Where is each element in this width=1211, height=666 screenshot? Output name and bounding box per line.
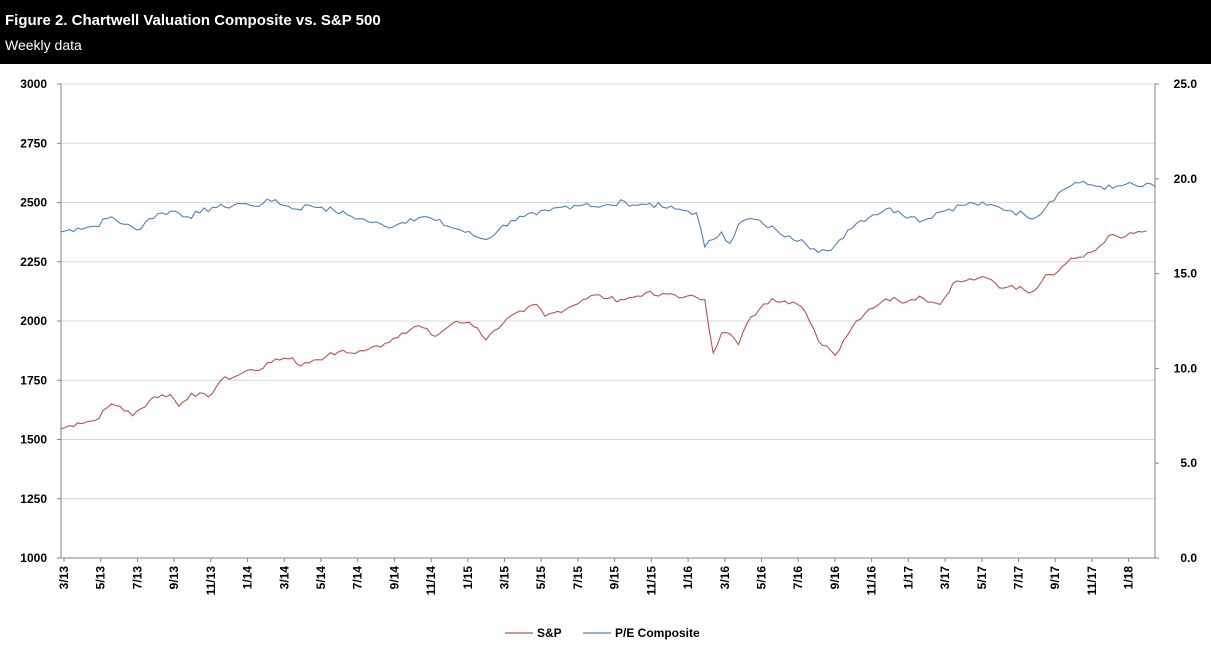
x-tick-label: 9/16: [828, 566, 842, 590]
legend-label-pe-composite: P/E Composite: [615, 626, 700, 640]
x-tick-label: 11/13: [204, 566, 218, 596]
x-tick-label: 11/15: [644, 566, 658, 596]
x-tick-label: 7/16: [791, 566, 805, 590]
x-tick-label: 7/13: [130, 566, 144, 590]
left-tick-label: 2750: [20, 136, 47, 150]
series-line-sp: [60, 230, 1147, 430]
x-tick-label: 3/14: [277, 566, 291, 590]
left-tick-label: 2500: [20, 196, 47, 210]
x-tick-label: 7/14: [351, 566, 365, 590]
x-tick-label: 11/16: [865, 566, 879, 596]
chart-title: Figure 2. Chartwell Valuation Composite …: [5, 12, 381, 29]
line-chart: 3000 2750 2500 2250 2000 1750 1500 1250 1000 25.…: [20, 77, 1198, 640]
x-tick-label: 7/17: [1011, 566, 1025, 590]
x-tick-label: 3/16: [718, 566, 732, 590]
right-axis-ticks: 25.0 20.0 15.0 10.0 5.0 0.0: [1174, 77, 1198, 565]
left-tick-label: 1000: [20, 551, 47, 565]
right-tick-label: 10.0: [1174, 361, 1198, 375]
x-tick-label: 3/17: [938, 566, 952, 590]
left-tick-label: 2000: [20, 314, 47, 328]
x-tick-label: 9/15: [608, 566, 622, 590]
x-tick-label: 11/14: [424, 566, 438, 596]
chart-subtitle: Weekly data: [5, 37, 82, 53]
x-tick-label: 5/15: [534, 566, 548, 590]
x-tick-label: 1/14: [241, 566, 255, 590]
legend-label-sp: S&P: [537, 626, 562, 640]
left-tick-label: 1250: [20, 492, 47, 506]
x-tick-label: 11/17: [1085, 566, 1099, 596]
x-tick-label: 1/18: [1122, 566, 1136, 590]
left-tick-label: 1750: [20, 373, 47, 387]
series-group: [60, 180, 1156, 430]
x-tick-label: 5/16: [755, 566, 769, 590]
x-tick-label: 9/17: [1048, 566, 1062, 590]
right-tick-label: 15.0: [1174, 267, 1198, 281]
x-axis-ticks: 3/13 5/13 7/13 9/13 11/13 1/14 3/14 5/14 7/14 9/1…: [57, 566, 1136, 596]
x-tick-label: 5/17: [975, 566, 989, 590]
left-axis-ticks: 3000 2750 2500 2250 2000 1750 1500 1250 1000: [20, 77, 47, 565]
x-tick-label: 5/13: [94, 566, 108, 590]
right-tick-label: 5.0: [1180, 456, 1197, 470]
x-tick-label: 5/14: [314, 566, 328, 590]
right-tick-label: 20.0: [1174, 172, 1198, 186]
x-tick-label: 1/17: [901, 566, 915, 590]
right-tick-label: 25.0: [1174, 77, 1198, 91]
x-tick-label: 1/15: [461, 566, 475, 590]
right-tick-label: 0.0: [1180, 551, 1197, 565]
legend: S&P P/E Composite: [505, 626, 700, 640]
gridlines: [61, 83, 1155, 559]
x-tick-label: 3/13: [57, 566, 71, 590]
x-tick-label: 7/15: [571, 566, 585, 590]
series-line-pe-composite: [60, 180, 1156, 254]
left-tick-label: 3000: [20, 77, 47, 91]
x-tick-label: 9/13: [167, 566, 181, 590]
x-tick-label: 1/16: [681, 566, 695, 590]
chart-header: Figure 2. Chartwell Valuation Composite …: [0, 0, 1211, 64]
x-tick-label: 9/14: [387, 566, 401, 590]
axes: [57, 83, 1159, 562]
left-tick-label: 2250: [20, 255, 47, 269]
left-tick-label: 1500: [20, 433, 47, 447]
x-tick-label: 3/15: [498, 566, 512, 590]
